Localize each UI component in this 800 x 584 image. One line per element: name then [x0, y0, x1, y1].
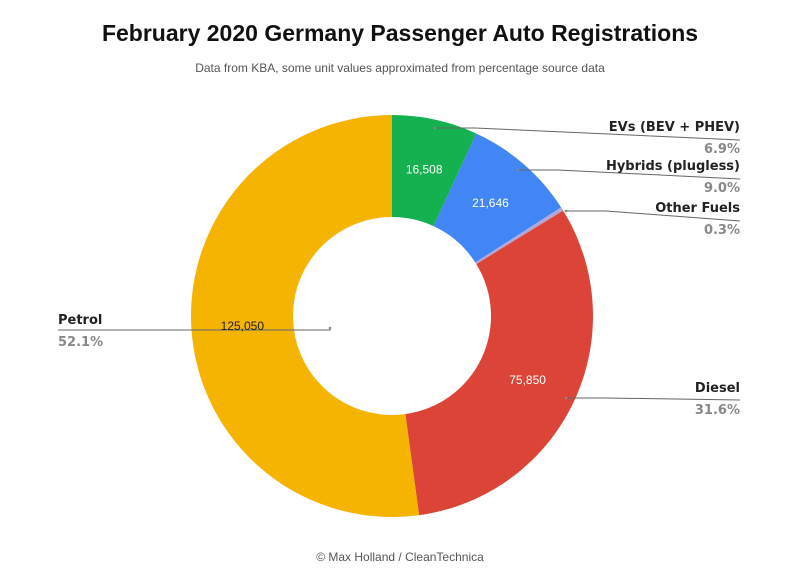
- leader-dot-other-fuels: [564, 209, 568, 213]
- slices-layer: [190, 115, 593, 517]
- chart-title: February 2020 Germany Passenger Auto Reg…: [101, 20, 699, 46]
- leader-line-hybrids-plugless: [518, 169, 741, 180]
- category-label-hybrids-plugless: Hybrids (plugless): [606, 159, 740, 174]
- category-label-diesel: Diesel: [695, 381, 740, 396]
- percent-label-hybrids-plugless: 9.0%: [704, 181, 740, 196]
- value-label-evs-bev-phev: 16,508: [406, 162, 443, 176]
- percent-label-petrol: 52.1%: [58, 335, 103, 350]
- value-label-petrol: 125,050: [221, 319, 265, 333]
- slice-evs-bev-phev: [392, 115, 477, 227]
- percent-label-evs-bev-phev: 6.9%: [704, 142, 740, 157]
- leader-dot-hybrids-plugless: [516, 168, 520, 172]
- category-label-petrol: Petrol: [58, 313, 102, 328]
- value-label-hybrids-plugless: 21,646: [472, 196, 509, 210]
- category-label-evs-bev-phev: EVs (BEV + PHEV): [609, 120, 740, 135]
- slice-diesel: [405, 210, 593, 516]
- percent-label-diesel: 31.6%: [695, 403, 740, 418]
- leader-line-evs-bev-phev: [435, 127, 741, 141]
- percent-label-other-fuels: 0.3%: [704, 223, 740, 238]
- leader-lines-layer: [58, 126, 741, 401]
- credit-footer: © Max Holland / CleanTechnica: [316, 550, 484, 564]
- chart-subtitle: Data from KBA, some unit values approxim…: [195, 61, 605, 75]
- slice-hybrids-plugless: [433, 133, 562, 263]
- labels-layer: 16,508 EVs (BEV + PHEV) 6.9% 21,646 Hybrids …: [58, 120, 740, 418]
- leader-line-other-fuels: [566, 210, 741, 222]
- value-label-diesel: 75,850: [509, 373, 546, 387]
- leader-dot-petrol: [328, 326, 332, 330]
- slice-other-fuels: [475, 207, 564, 265]
- leader-dot-evs-bev-phev: [433, 126, 437, 130]
- slice-petrol: [190, 115, 420, 517]
- leader-line-diesel: [566, 397, 741, 401]
- category-label-other-fuels: Other Fuels: [655, 201, 740, 216]
- leader-dot-diesel: [564, 396, 568, 400]
